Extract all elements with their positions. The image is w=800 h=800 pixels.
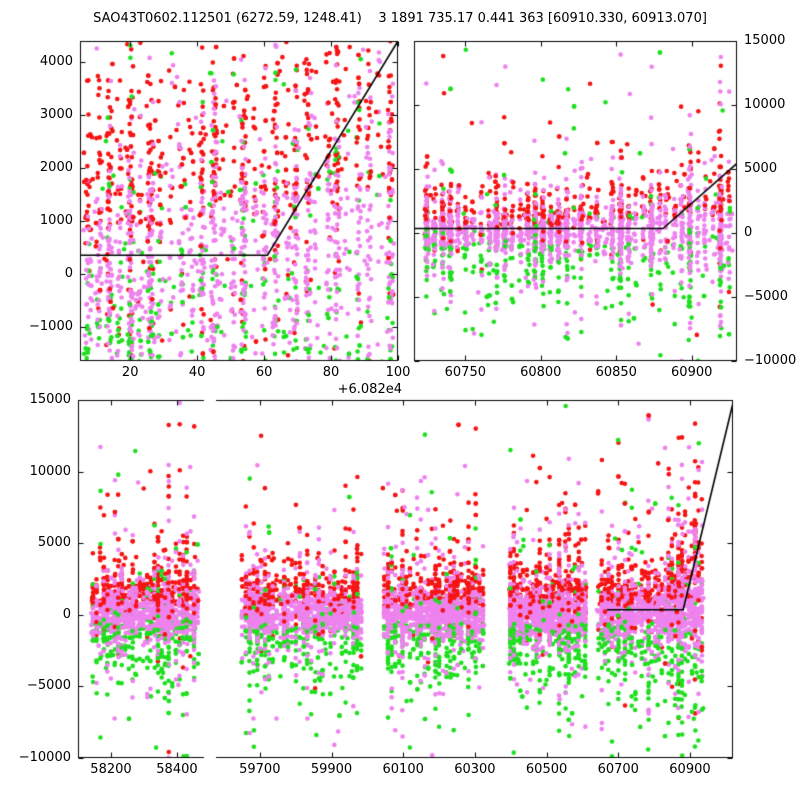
y-tick-label: 4000 [39,54,73,70]
x-tick-label: 58200 [90,762,132,777]
y-tick-label: 2000 [39,159,73,175]
y-tick-label: −10000 [18,750,71,765]
y-tick-label: 0 [744,225,753,240]
x-tick-label: 60900 [669,762,711,777]
x-tick-label: 60500 [525,762,568,777]
y-tick-label: −10000 [744,353,797,368]
x-tick-label: 20 [121,365,139,380]
x-tick-label: 58400 [156,762,198,777]
x-tick-label: 60100 [382,762,424,777]
x-tick-label: 59900 [310,762,353,777]
x-tick-label: 100 [385,365,411,380]
y-tick-label: 5000 [744,161,778,176]
y-tick-label: −1000 [29,318,73,334]
y-tick-label: 10000 [29,463,71,479]
y-tick-label: 0 [62,606,71,622]
y-tick-label: 5000 [37,535,71,551]
x-tick-label: 59700 [239,762,281,777]
y-tick-label: −5000 [744,289,788,304]
x-tick-label: 60900 [671,365,713,380]
y-tick-label: 0 [64,265,73,281]
x-tick-label: 60800 [520,365,562,380]
x-tick-label: 60700 [597,762,639,777]
x-axis-offset-label: +6.082e4 [337,382,402,397]
y-tick-label: 15000 [744,33,786,48]
x-tick-label: 60750 [444,365,486,380]
y-tick-label: −5000 [27,678,71,694]
x-tick-label: 60850 [595,365,637,380]
x-tick-label: 60 [255,365,273,380]
y-tick-label: 15000 [29,392,71,407]
y-tick-label: 3000 [39,107,73,123]
y-tick-label: 1000 [39,212,73,228]
y-tick-label: 10000 [744,97,786,112]
x-tick-label: 60300 [454,762,496,777]
x-tick-label: 80 [322,365,340,380]
x-tick-label: 40 [188,365,206,380]
